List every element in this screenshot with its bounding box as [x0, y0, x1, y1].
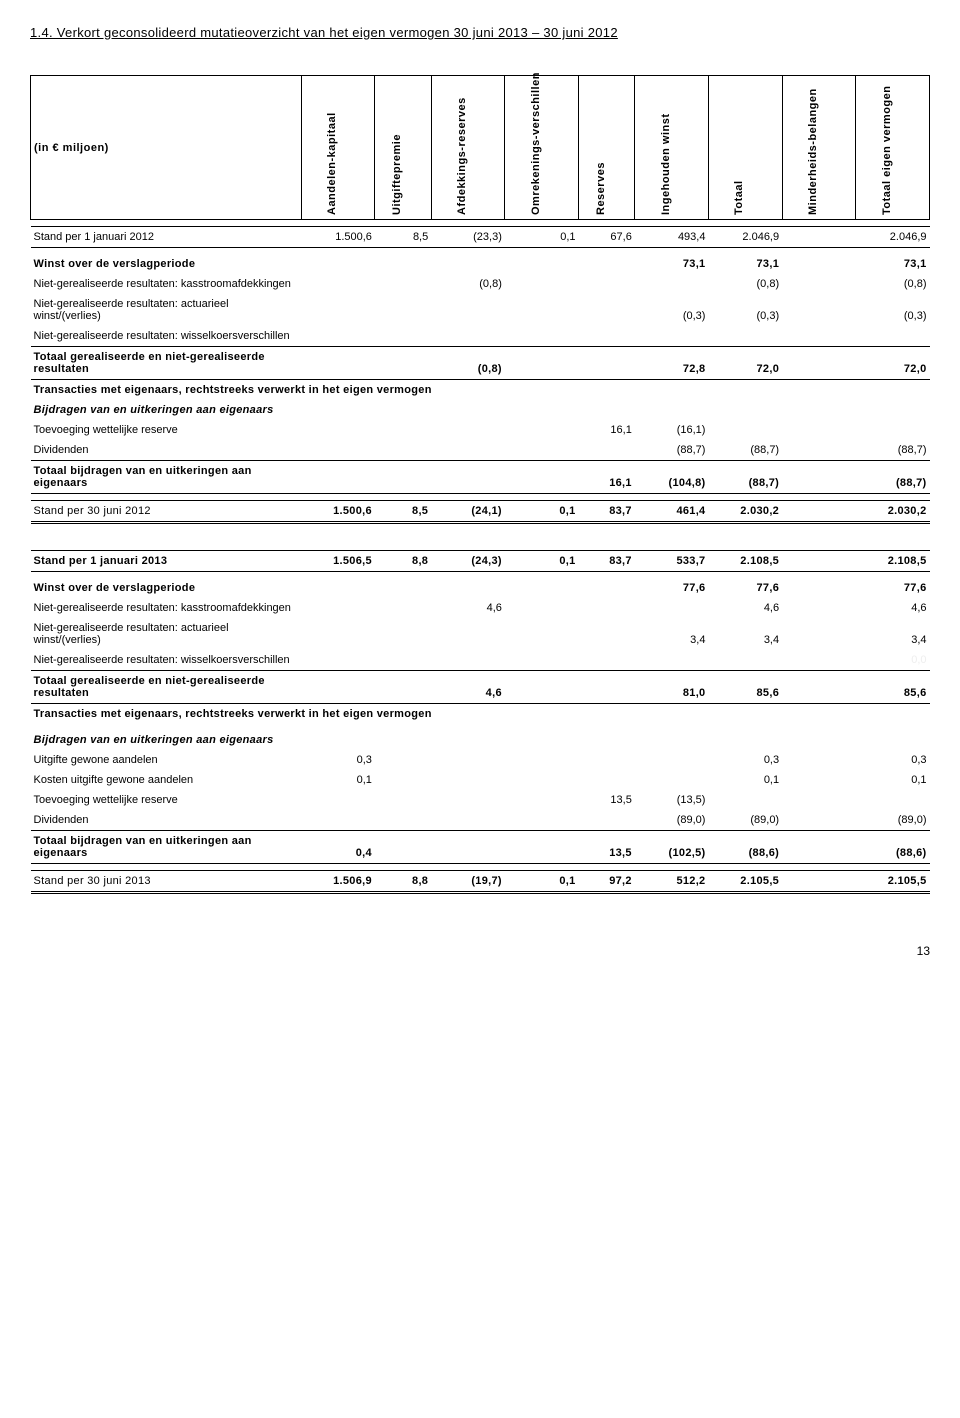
- row-wissel-2012: Niet-gerealiseerde resultaten: wisselkoe…: [31, 326, 930, 347]
- col-h-6: Totaal: [708, 76, 782, 220]
- unit-label: (in € miljoen): [31, 76, 302, 220]
- row-kasstroom-2012: Niet-gerealiseerde resultaten: kasstroom…: [31, 274, 930, 294]
- col-h-5: Ingehouden winst: [635, 76, 709, 220]
- row-kosten-2013: Kosten uitgifte gewone aandelen 0,10,10,…: [31, 770, 930, 790]
- row-bijdragen-2012: Bijdragen van en uitkeringen aan eigenaa…: [31, 400, 930, 420]
- row-bijdragen-2013: Bijdragen van en uitkeringen aan eigenaa…: [31, 730, 930, 750]
- row-tot-gereal-2013: Totaal gerealiseerde en niet-gerealiseer…: [31, 671, 930, 704]
- col-h-0: Aandelen-kapitaal: [301, 76, 375, 220]
- row-winst-2012: Winst over de verslagperiode 73,173,173,…: [31, 254, 930, 274]
- row-stand-jun-2012: Stand per 30 juni 2012 1.500,68,5(24,1)0…: [31, 501, 930, 523]
- col-h-3: Omrekenings-verschillen: [505, 76, 579, 220]
- row-stand-jan-2012: Stand per 1 januari 2012 1.500,68,5(23,3…: [31, 227, 930, 248]
- col-h-2: Afdekkings-reserves: [431, 76, 505, 220]
- row-tot-gereal-2012: Totaal gerealiseerde en niet-gerealiseer…: [31, 347, 930, 380]
- page-number: 13: [30, 944, 930, 958]
- row-wissel-2013: Niet-gerealiseerde resultaten: wisselkoe…: [31, 650, 930, 671]
- row-dividenden-2012: Dividenden (88,7)(88,7)(88,7): [31, 440, 930, 461]
- row-uitgifte-2013: Uitgifte gewone aandelen 0,30,30,3: [31, 750, 930, 770]
- row-trans-2013: Transacties met eigenaars, rechtstreeks …: [31, 704, 930, 725]
- equity-table: (in € miljoen) Aandelen-kapitaal Uitgift…: [30, 75, 930, 894]
- col-h-8: Totaal eigen vermogen: [856, 76, 930, 220]
- col-h-7: Minderheids-belangen: [782, 76, 856, 220]
- row-stand-jan-2013: Stand per 1 januari 2013 1.506,58,8(24,3…: [31, 551, 930, 572]
- section-title: 1.4. Verkort geconsolideerd mutatieoverz…: [30, 25, 930, 40]
- col-h-4: Reserves: [579, 76, 635, 220]
- row-winst-2013: Winst over de verslagperiode 77,677,677,…: [31, 578, 930, 598]
- row-tot-bijdragen-2013: Totaal bijdragen van en uitkeringen aan …: [31, 831, 930, 864]
- row-dividenden-2013: Dividenden (89,0)(89,0)(89,0): [31, 810, 930, 831]
- row-actuarieel-2012: Niet-gerealiseerde resultaten: actuariee…: [31, 294, 930, 326]
- col-h-1: Uitgiftepremie: [375, 76, 431, 220]
- row-actuarieel-2013: Niet-gerealiseerde resultaten: actuariee…: [31, 618, 930, 650]
- row-kasstroom-2013: Niet-gerealiseerde resultaten: kasstroom…: [31, 598, 930, 618]
- row-toevoeg-2013: Toevoeging wettelijke reserve 13,5(13,5): [31, 790, 930, 810]
- row-trans-2012: Transacties met eigenaars, rechtstreeks …: [31, 380, 930, 401]
- row-stand-jun-2013: Stand per 30 juni 2013 1.506,98,8(19,7)0…: [31, 871, 930, 893]
- row-tot-bijdragen-2012: Totaal bijdragen van en uitkeringen aan …: [31, 461, 930, 494]
- row-toevoeg-2012: Toevoeging wettelijke reserve 16,1(16,1): [31, 420, 930, 440]
